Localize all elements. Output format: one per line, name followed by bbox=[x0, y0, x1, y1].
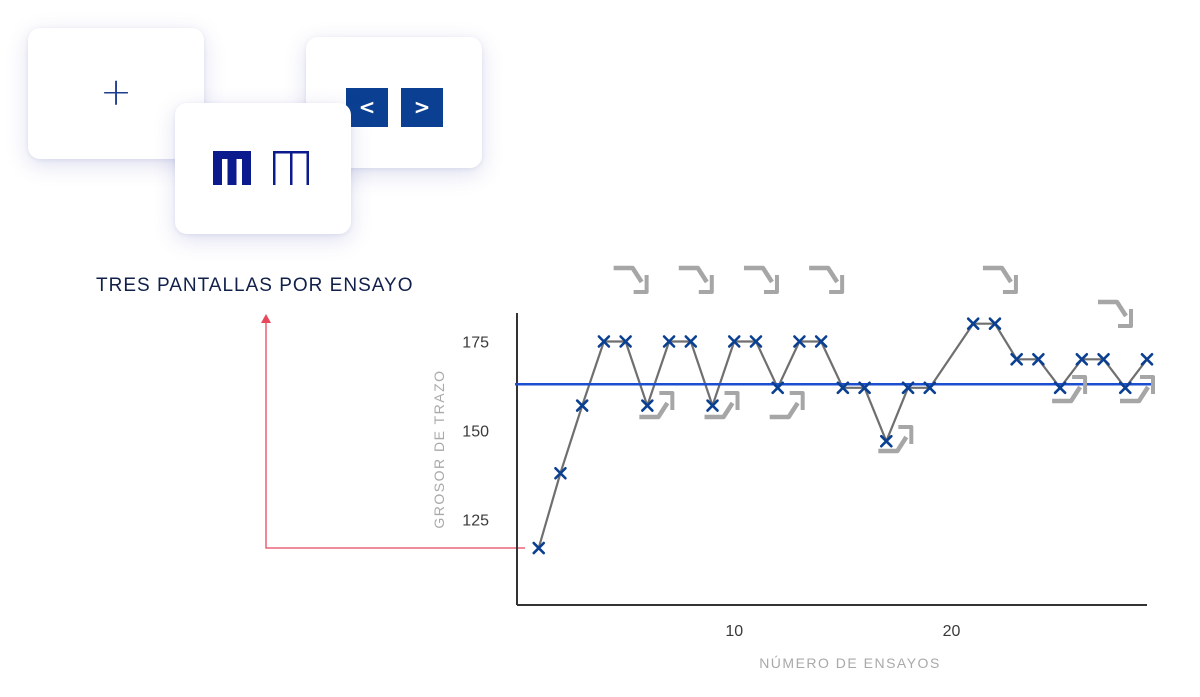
data-point-marker bbox=[554, 466, 567, 480]
data-point-marker bbox=[988, 317, 1002, 330]
data-point-marker bbox=[923, 381, 937, 395]
y-tick-label: 150 bbox=[462, 424, 489, 441]
step-up-arrow bbox=[1052, 375, 1088, 404]
data-point-marker bbox=[597, 335, 611, 348]
data-point-marker bbox=[1075, 352, 1089, 366]
y-tick-label: 125 bbox=[462, 513, 489, 530]
step-up-arrow bbox=[704, 391, 740, 420]
chart-caption: TRES PANTALLAS POR ENSAYO bbox=[96, 275, 414, 296]
data-point-marker bbox=[771, 381, 784, 395]
x-axis-title: NÚMERO DE ENSAYOS bbox=[759, 655, 941, 671]
step-down-arrow bbox=[613, 265, 649, 294]
data-point-marker bbox=[1140, 352, 1154, 366]
step-down-arrow bbox=[678, 265, 714, 294]
data-point-marker bbox=[1118, 381, 1132, 395]
axes-layer bbox=[516, 313, 1147, 606]
step-down-arrow bbox=[982, 265, 1018, 294]
data-point-marker bbox=[901, 381, 915, 395]
data-point-marker bbox=[684, 335, 698, 348]
data-point-marker bbox=[966, 317, 980, 330]
data-point-marker bbox=[1097, 352, 1110, 366]
data-point-marker bbox=[749, 335, 763, 348]
data-point-marker bbox=[575, 399, 589, 412]
step-up-arrow bbox=[1120, 375, 1155, 404]
y-axis-title: GROSOR DE TRAZO bbox=[431, 369, 447, 528]
data-point-marker bbox=[858, 381, 871, 395]
step-up-arrow bbox=[639, 391, 675, 420]
step-up-arrow bbox=[878, 425, 914, 454]
data-point-marker bbox=[727, 335, 741, 348]
data-point-marker bbox=[532, 541, 546, 555]
data-point-marker bbox=[1053, 381, 1067, 395]
data-point-marker bbox=[793, 335, 806, 348]
data-point-marker bbox=[880, 434, 893, 448]
arrows-layer bbox=[613, 265, 1155, 454]
next-button[interactable]: > bbox=[401, 88, 443, 127]
prev-button[interactable]: < bbox=[346, 88, 388, 127]
data-point-marker bbox=[814, 335, 828, 348]
stimulus-card-plus: + bbox=[28, 28, 204, 159]
markers-layer bbox=[532, 317, 1154, 555]
data-point-marker bbox=[836, 381, 850, 395]
series-line bbox=[537, 322, 1148, 549]
step-down-arrow bbox=[1098, 299, 1133, 328]
x-tick-label: 10 bbox=[725, 623, 743, 640]
series-layer bbox=[515, 322, 1155, 549]
plus-icon: + bbox=[100, 70, 132, 114]
step-down-arrow bbox=[809, 265, 845, 294]
stimulus-card-stroke bbox=[175, 103, 351, 234]
x-tick-label: 20 bbox=[943, 623, 961, 640]
data-point-marker bbox=[619, 335, 632, 348]
stimulus-card-choice: < > bbox=[306, 37, 482, 168]
data-point-marker bbox=[1032, 352, 1045, 366]
annotation-layer bbox=[261, 314, 525, 549]
thick-stroke-icon bbox=[213, 151, 251, 185]
thin-stroke-icon bbox=[273, 151, 309, 185]
caption-pointer bbox=[261, 314, 525, 549]
step-down-arrow bbox=[743, 265, 779, 294]
step-up-arrow bbox=[769, 391, 805, 420]
pointer-arrowhead bbox=[261, 314, 271, 323]
data-point-marker bbox=[641, 399, 654, 412]
data-point-marker bbox=[706, 399, 719, 412]
data-point-marker bbox=[1010, 352, 1023, 366]
data-point-marker bbox=[662, 335, 676, 348]
y-tick-label: 175 bbox=[462, 334, 489, 351]
